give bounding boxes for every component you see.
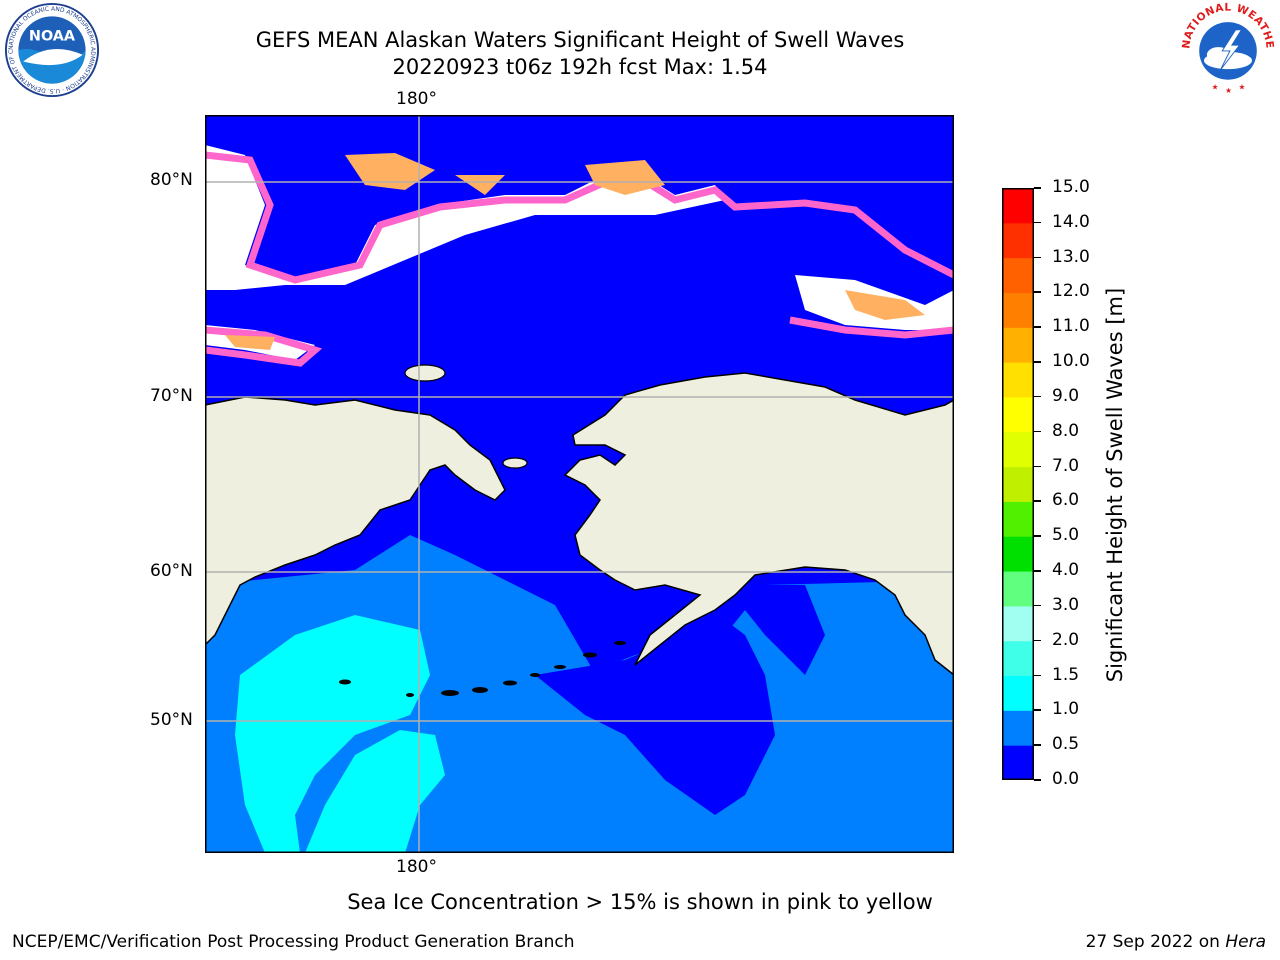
colorbar-tick-label: 1.0 <box>1052 699 1080 720</box>
lat-label-70: 70°N <box>150 386 193 406</box>
colorbar-segment <box>1002 188 1034 224</box>
colorbar-tick-label: 0.5 <box>1052 734 1080 755</box>
noaa-logo: NATIONAL OCEANIC AND ATMOSPHERIC ADMINIS… <box>4 2 100 98</box>
colorbar-segment <box>1002 292 1034 328</box>
lon-label-top: 180° <box>396 89 437 109</box>
colorbar-tick-label: 0.0 <box>1052 769 1080 789</box>
colorbar-tick-mark <box>1034 326 1041 328</box>
colorbar-segment <box>1002 222 1034 259</box>
colorbar-tick-label: 2.0 <box>1052 629 1080 650</box>
colorbar-tick-mark <box>1034 674 1041 677</box>
colorbar-segment <box>1002 466 1034 502</box>
colorbar-tick-label: 5.0 <box>1052 525 1080 546</box>
colorbar-tick-label: 9.0 <box>1052 385 1080 406</box>
lon-label-bottom: 180° <box>396 857 437 877</box>
colorbar-segment <box>1002 745 1034 780</box>
lat-label-50: 50°N <box>150 710 193 730</box>
footer-date: 27 Sep 2022 on Hera <box>1086 932 1266 952</box>
colorbar-label: Significant Height of Swell Waves [m] <box>1103 287 1127 683</box>
land-alaska <box>563 372 954 676</box>
map-frame <box>205 115 954 853</box>
colorbar-tick-label: 1.5 <box>1052 664 1080 685</box>
svg-text:★: ★ <box>1239 82 1246 91</box>
colorbar-segment <box>1002 675 1034 711</box>
colorbar-segment <box>1002 501 1034 537</box>
colorbar-segment <box>1002 710 1034 746</box>
wrangel-island <box>404 364 446 382</box>
colorbar-tick-mark <box>1034 361 1041 363</box>
colorbar-tick-label: 10.0 <box>1052 351 1090 372</box>
colorbar-tick-mark <box>1034 779 1041 781</box>
colorbar-tick-label: 13.0 <box>1052 246 1090 267</box>
colorbar-tick-mark <box>1034 187 1041 189</box>
footer-branch: NCEP/EMC/Verification Post Processing Pr… <box>12 932 575 952</box>
ocean-high-region <box>235 615 445 853</box>
land-siberia <box>205 396 506 647</box>
colorbar-tick-mark <box>1034 709 1041 711</box>
colorbar-tick-mark <box>1034 465 1041 468</box>
colorbar-segment <box>1002 362 1034 398</box>
map-title: GEFS MEAN Alaskan Waters Significant Hei… <box>255 28 905 52</box>
footer-date-text: 27 Sep 2022 on <box>1085 932 1226 952</box>
colorbar-segment <box>1002 571 1034 607</box>
ocean-low-tongue <box>535 585 825 815</box>
colorbar-segment <box>1002 640 1034 677</box>
sea-ice-pink <box>205 151 954 367</box>
colorbar-tick-label: 15.0 <box>1052 177 1090 197</box>
colorbar-tick-mark <box>1034 395 1041 398</box>
colorbar-tick-mark <box>1034 604 1041 607</box>
colorbar-tick-label: 8.0 <box>1052 420 1080 441</box>
map-subtitle: 20220923 t06z 192h fcst Max: 1.54 <box>392 55 768 79</box>
colorbar-tick-label: 7.0 <box>1052 455 1080 476</box>
colorbar-tick-label: 14.0 <box>1052 211 1090 232</box>
lat-label-60: 60°N <box>150 561 193 581</box>
graticule <box>205 115 954 853</box>
colorbar-segment <box>1002 605 1034 642</box>
sea-ice-caption: Sea Ice Concentration > 15% is shown in … <box>347 890 933 914</box>
colorbar-frame <box>1002 188 1034 780</box>
colorbar-tick-label: 3.0 <box>1052 594 1080 615</box>
colorbar-tick-mark <box>1034 291 1041 293</box>
svg-text:★: ★ <box>1212 82 1219 91</box>
colorbar-tick-mark <box>1034 221 1041 224</box>
svg-text:★: ★ <box>1225 86 1232 95</box>
colorbar-tick-mark <box>1034 256 1041 259</box>
colorbar-tick-label: 11.0 <box>1052 316 1090 337</box>
colorbar-tick-mark <box>1034 570 1041 572</box>
colorbar-segment <box>1002 536 1034 572</box>
colorbar-tick-mark <box>1034 535 1041 537</box>
colorbar-tick-label: 12.0 <box>1052 281 1090 302</box>
colorbar-segment <box>1002 257 1034 293</box>
aleutian-islands <box>339 641 626 697</box>
footer-machine: Hera <box>1225 932 1266 952</box>
map-panel <box>205 115 954 853</box>
colorbar-tick-mark <box>1034 744 1041 746</box>
colorbar-tick-label: 4.0 <box>1052 560 1080 581</box>
colorbar <box>1002 188 1034 780</box>
colorbar-segment <box>1002 396 1034 433</box>
colorbar-segment <box>1002 327 1034 363</box>
colorbar-tick-mark <box>1034 639 1041 642</box>
colorbar-tick-mark <box>1034 430 1041 433</box>
st-lawrence-island <box>502 457 528 469</box>
nws-logo: NATIONAL WEATHER SERVICE ★ ★ ★ <box>1180 1 1275 95</box>
lat-label-80: 80°N <box>150 170 193 190</box>
colorbar-segment <box>1002 431 1034 468</box>
colorbar-tick-mark <box>1034 500 1041 502</box>
colorbar-tick-label: 6.0 <box>1052 490 1080 511</box>
noaa-logo-text: NOAA <box>29 28 76 44</box>
